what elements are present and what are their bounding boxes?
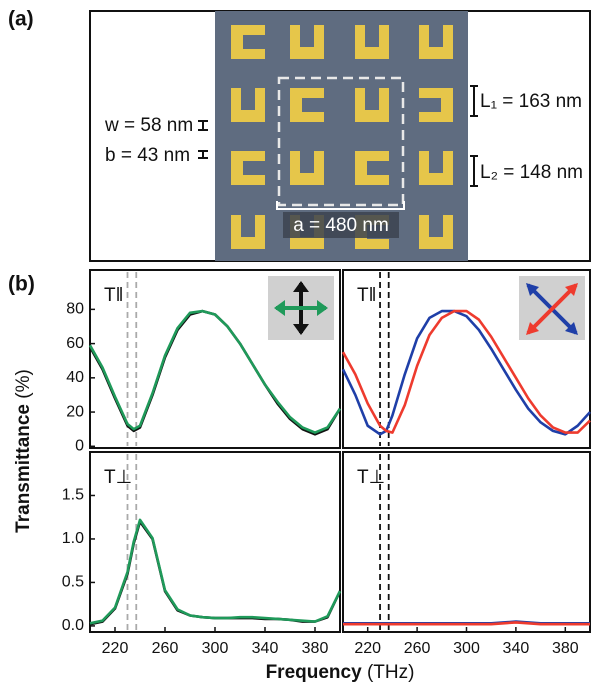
x-axis-title: Frequency (THz) bbox=[266, 662, 415, 683]
subplot: 0.0 0.5 1.0 1.5 220 260 300 340 380 T⊥ bbox=[62, 452, 340, 657]
w-label: w = 58 nm bbox=[104, 115, 193, 136]
y-tick-label: 0.5 bbox=[62, 574, 84, 591]
y-tick-label: 40 bbox=[66, 369, 84, 386]
x-tick-label: 220 bbox=[354, 640, 381, 657]
polarization-icon bbox=[268, 276, 334, 340]
b-label: b = 43 nm bbox=[105, 145, 190, 166]
l1-label: L₁ = 163 nm bbox=[480, 91, 582, 112]
x-axis-unit: (THz) bbox=[367, 662, 414, 683]
x-tick-label: 340 bbox=[503, 640, 530, 657]
annotation: T‖ bbox=[104, 285, 123, 306]
figure: (a) a = 480 nm w = 58 nm b = 43 nm L₁ = … bbox=[0, 0, 597, 687]
annotation: T⊥ bbox=[357, 467, 385, 488]
y-tick-label: 1.0 bbox=[62, 530, 84, 547]
y-axis-label: Transmittance bbox=[13, 404, 34, 533]
subplot: 220 260 300 340 380 T⊥ bbox=[343, 452, 590, 657]
x-axis-label: Frequency bbox=[266, 662, 363, 683]
y-tick-label: 1.5 bbox=[62, 487, 84, 504]
x-tick-label: 260 bbox=[404, 640, 431, 657]
y-tick-label: 60 bbox=[66, 335, 84, 352]
y-tick-label: 0 bbox=[75, 438, 84, 455]
polarization-icon bbox=[519, 276, 585, 340]
y-tick-label: 80 bbox=[66, 301, 84, 318]
x-tick-label: 300 bbox=[202, 640, 229, 657]
annotation: T‖ bbox=[357, 285, 376, 306]
x-tick-label: 260 bbox=[152, 640, 179, 657]
y-axis-unit: (%) bbox=[13, 369, 34, 399]
x-tick-label: 380 bbox=[302, 640, 329, 657]
annotation: T⊥ bbox=[104, 467, 132, 488]
period-label: a = 480 nm bbox=[293, 215, 389, 236]
panel-label: (b) bbox=[8, 273, 35, 296]
x-tick-label: 220 bbox=[102, 640, 129, 657]
x-tick-label: 300 bbox=[453, 640, 480, 657]
x-tick-label: 340 bbox=[252, 640, 279, 657]
y-tick-label: 0.0 bbox=[62, 617, 84, 634]
y-axis-title: Transmittance (%) bbox=[13, 369, 34, 533]
panel-label: (a) bbox=[8, 8, 34, 31]
x-tick-label: 380 bbox=[552, 640, 579, 657]
y-tick-label: 20 bbox=[66, 403, 84, 420]
l2-label: L₂ = 148 nm bbox=[480, 162, 583, 183]
